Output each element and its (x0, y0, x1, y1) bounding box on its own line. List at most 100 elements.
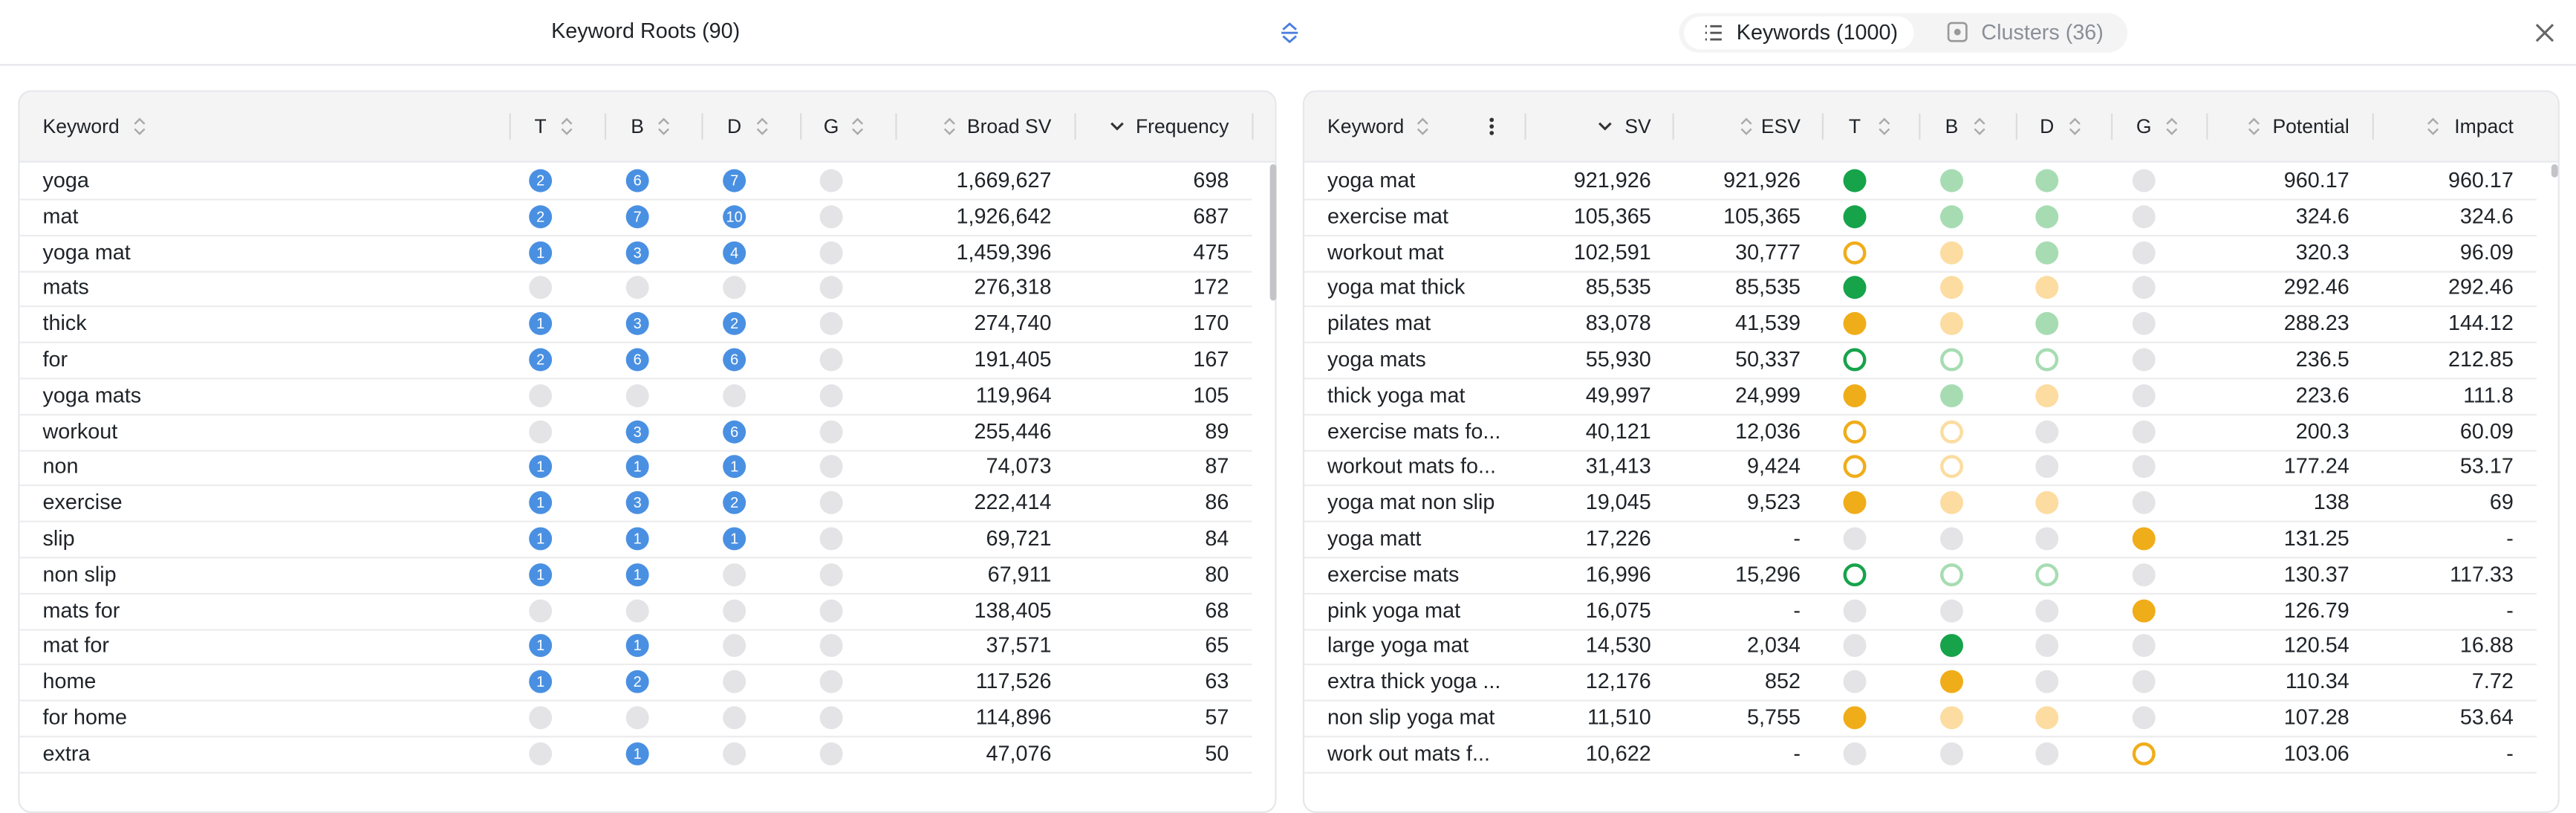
sort-icon[interactable] (1738, 117, 1754, 137)
potential-cell: 960.17 (2283, 167, 2349, 192)
empty-badge (723, 598, 747, 622)
swap-icon[interactable] (1278, 22, 1301, 45)
empty-badge (819, 491, 843, 515)
impact-cell: 324.6 (2459, 203, 2514, 228)
status-dot (1843, 670, 1867, 694)
keyword-cell: yoga mats (42, 382, 142, 407)
sort-icon[interactable] (2066, 117, 2083, 137)
potential-cell: 130.37 (2283, 561, 2349, 586)
sort-icon[interactable] (1876, 117, 1893, 137)
sort-icon[interactable] (1971, 117, 1988, 137)
status-dot (2132, 527, 2156, 551)
column-divider (1672, 113, 1674, 140)
empty-badge (819, 276, 843, 300)
count-badge: 1 (723, 527, 747, 551)
esv-cell: 85,535 (1735, 274, 1801, 300)
column-divider (509, 113, 511, 140)
empty-badge (819, 348, 843, 372)
keyword-cell: slip (42, 525, 75, 551)
impact-cell: 96.09 (2459, 239, 2514, 264)
column-header: Potential (2272, 114, 2349, 138)
keyword-cell: home (42, 668, 97, 694)
keyword-cell: extra (42, 740, 91, 765)
scrollbar-thumb[interactable] (2551, 164, 2558, 178)
keyword-cell: yoga (42, 167, 89, 192)
row-divider (1304, 270, 2537, 272)
tab-clusters[interactable]: Clusters (36) (1981, 19, 2104, 45)
impact-cell: - (2506, 597, 2514, 622)
empty-badge (625, 276, 649, 300)
keyword-cell: for home (42, 705, 127, 730)
sv-cell: 14,530 (1585, 632, 1651, 658)
empty-badge (819, 527, 843, 551)
status-dot (2035, 383, 2059, 407)
keyword-cell: exercise (42, 490, 123, 515)
app: Keyword Roots (90) Keywords (1000) Clust… (0, 13, 2576, 813)
empty-badge (723, 276, 747, 300)
column-divider (2372, 113, 2374, 140)
esv-cell: 9,523 (1747, 490, 1801, 515)
sort-icon[interactable] (2424, 117, 2441, 137)
row-divider (19, 664, 1252, 666)
frequency-cell: 80 (1205, 561, 1229, 586)
close-icon[interactable] (2535, 23, 2555, 43)
sort-icon[interactable] (1597, 117, 1613, 137)
column-divider (2015, 113, 2017, 140)
sv-cell: 102,591 (1573, 239, 1651, 264)
status-dot (1940, 204, 1963, 228)
keyword-cell: non (42, 453, 79, 479)
tab-keywords[interactable]: Keywords (1000) (1736, 19, 1899, 45)
status-dot (1940, 169, 1963, 192)
status-dot (2132, 204, 2156, 228)
column-divider (1821, 113, 1824, 140)
column-header: Frequency (1135, 114, 1229, 138)
count-badge: 3 (625, 312, 649, 336)
sv-cell: 31,413 (1585, 453, 1651, 479)
potential-cell: 320.3 (2295, 239, 2349, 264)
body: Keyword Roots (90) Keywords (1000) Clust… (0, 13, 2576, 813)
esv-cell: 50,337 (1735, 346, 1801, 372)
sort-icon[interactable] (2164, 117, 2180, 137)
row-divider (1304, 664, 2537, 666)
count-badge: 1 (625, 456, 649, 479)
sort-icon[interactable] (754, 117, 770, 137)
status-dot (1843, 312, 1867, 336)
row-divider (19, 449, 1252, 451)
status-dot (2132, 276, 2156, 300)
esv-cell: - (1793, 597, 1801, 622)
count-badge: 1 (529, 670, 553, 694)
scrollbar-thumb[interactable] (1269, 164, 1277, 301)
count-badge: 7 (625, 204, 649, 228)
impact-cell: 7.72 (2471, 668, 2514, 694)
sort-icon[interactable] (655, 117, 671, 137)
sort-icon[interactable] (559, 117, 575, 137)
status-dot (2035, 169, 2059, 192)
sort-icon[interactable] (849, 117, 865, 137)
status-dot (1843, 169, 1867, 192)
status-dot (2132, 456, 2156, 479)
row-divider (1304, 592, 2537, 595)
status-dot (2035, 348, 2059, 372)
sort-icon[interactable] (1414, 117, 1431, 137)
sort-icon[interactable] (1109, 117, 1125, 137)
potential-cell: 131.25 (2283, 525, 2349, 551)
tab-active[interactable] (1683, 16, 1914, 50)
esv-cell: 15,296 (1735, 561, 1801, 586)
column-divider (800, 113, 802, 140)
sort-icon[interactable] (2245, 117, 2262, 137)
menu-icon[interactable] (1489, 117, 1495, 137)
status-dot (2035, 706, 2059, 730)
sort-icon[interactable] (941, 117, 957, 137)
empty-badge (819, 563, 843, 586)
column-divider (604, 113, 607, 140)
potential-cell: 200.3 (2295, 418, 2349, 443)
count-badge: 6 (625, 348, 649, 372)
empty-badge (723, 634, 747, 658)
impact-cell: - (2506, 525, 2514, 551)
keyword-cell: for (42, 346, 68, 372)
sv-cell: 40,121 (1585, 418, 1651, 443)
broad-sv-cell: 191,405 (974, 346, 1052, 372)
status-dot (2132, 312, 2156, 336)
broad-sv-cell: 119,964 (975, 382, 1052, 407)
sort-icon[interactable] (131, 117, 148, 137)
